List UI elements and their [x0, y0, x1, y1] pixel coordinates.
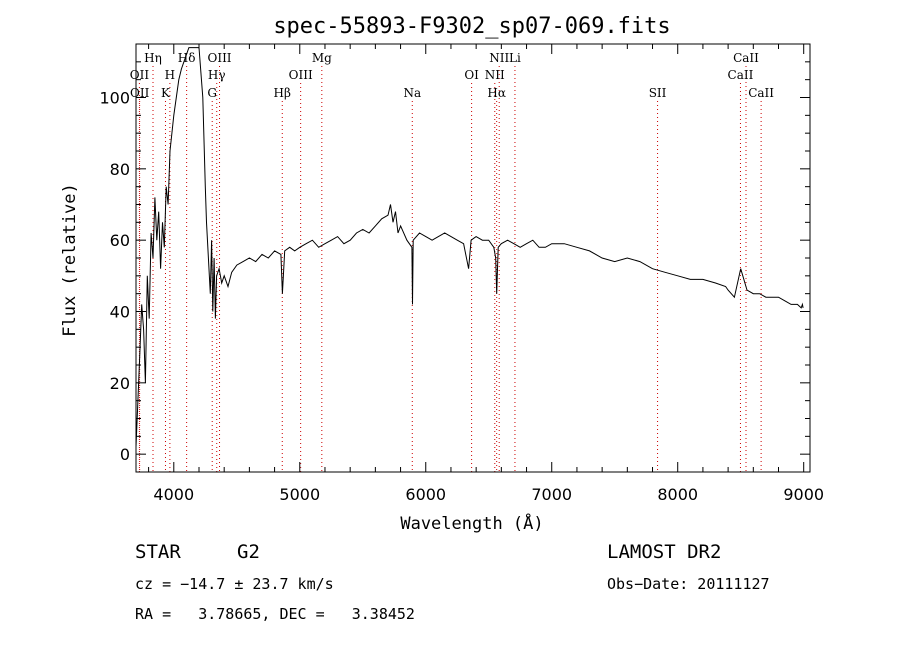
coordinates: RA = 3.78665, DEC = 3.38452 [135, 605, 415, 623]
line-marker-label: Hη [144, 51, 162, 65]
x-tick-label: 8000 [657, 485, 698, 504]
line-marker-label: OII [130, 86, 150, 100]
y-tick-label: 0 [120, 445, 130, 464]
line-marker-label: Mg [312, 51, 332, 65]
line-marker-label: Na [403, 86, 421, 100]
spectrum-line [135, 47, 804, 448]
plot-frame [135, 43, 811, 473]
line-marker-label: NII [489, 51, 509, 65]
line-marker-label: G [207, 86, 217, 100]
y-tick-label: 40 [110, 303, 130, 322]
line-marker-label: H [165, 68, 175, 82]
redshift-cz: cz = −14.7 ± 23.7 km/s [135, 575, 334, 593]
y-tick-label: 20 [110, 374, 130, 393]
y-tick-label: 100 [99, 89, 130, 108]
y-tick-label: 60 [110, 231, 130, 250]
x-tick-label: 6000 [405, 485, 446, 504]
line-marker-label: K [161, 86, 171, 100]
line-marker-label: Hα [487, 86, 506, 100]
object-subclass: G2 [237, 541, 260, 563]
observation-date: Obs−Date: 20111127 [607, 575, 770, 593]
line-marker-label: Hβ [274, 86, 291, 100]
line-marker-label: NII [485, 68, 505, 82]
x-tick-label: 7000 [531, 485, 572, 504]
line-marker-label: Li [509, 51, 521, 65]
line-marker-label: SII [649, 86, 667, 100]
y-axis-label: Flux (relative) [60, 183, 80, 337]
data-release: LAMOST DR2 [607, 541, 722, 563]
line-marker-label: OIII [207, 51, 231, 65]
line-marker-label: Hδ [178, 51, 196, 65]
x-tick-label: 4000 [153, 485, 194, 504]
line-marker-label: CaII [733, 51, 759, 65]
line-marker-label: Hγ [208, 68, 226, 82]
x-tick-label: 5000 [279, 485, 320, 504]
object-class: STAR [135, 541, 181, 563]
x-axis: 4000 5000 6000 7000 8000 9000 [148, 44, 824, 504]
y-axis: 0 20 40 60 80 100 [99, 61, 810, 464]
x-tick-label: 9000 [783, 485, 824, 504]
x-axis-label: Wavelength (Å) [400, 512, 543, 534]
y-tick-label: 80 [110, 160, 130, 179]
line-marker-label: OII [130, 68, 150, 82]
line-marker-label: CaII [748, 86, 774, 100]
line-marker-label: CaII [728, 68, 754, 82]
spectrum-chart: spec-55893-F9302_sp07-069.fits Hη OII H OII… [60, 14, 824, 534]
line-marker-label: OIII [289, 68, 313, 82]
chart-title: spec-55893-F9302_sp07-069.fits [273, 14, 670, 39]
line-marker-label: OI [464, 68, 479, 82]
